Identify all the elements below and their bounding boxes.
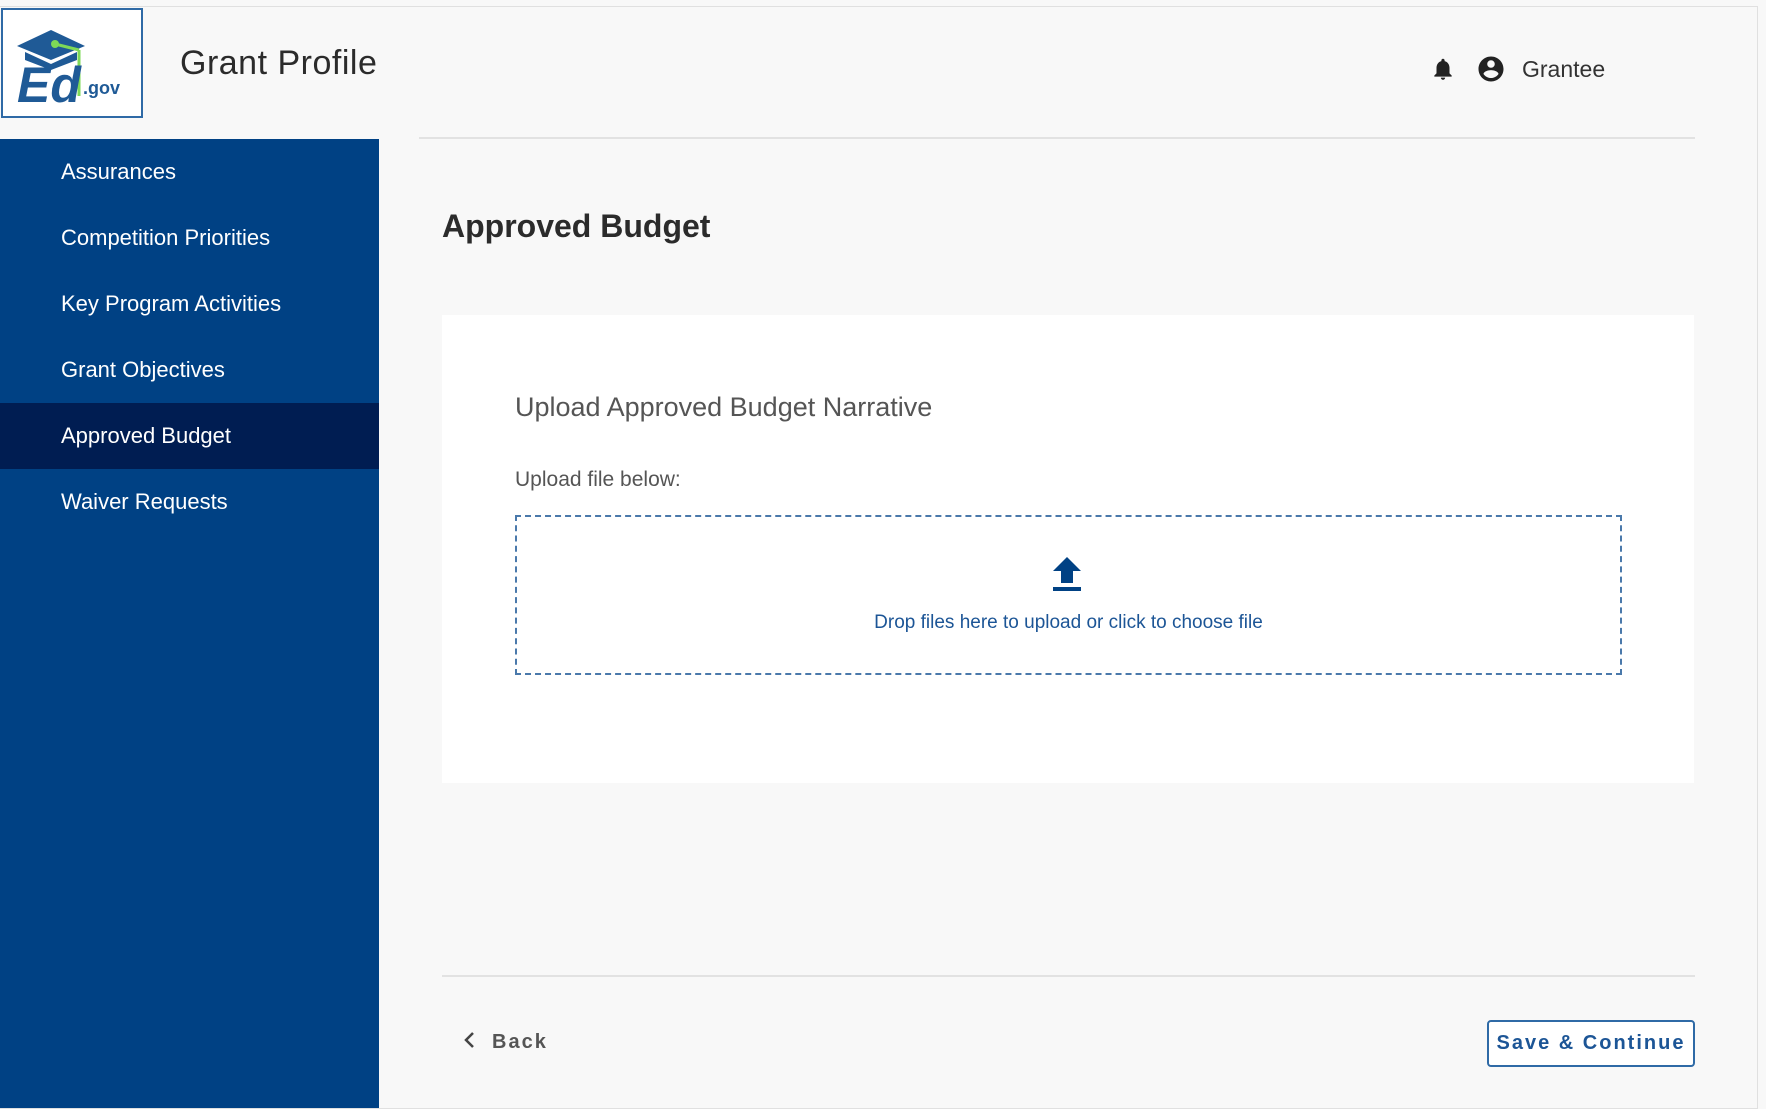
svg-text:.gov: .gov — [83, 78, 120, 98]
back-button[interactable]: Back — [462, 1030, 548, 1055]
sidebar-item-grant-objectives[interactable]: Grant Objectives — [61, 357, 225, 382]
dropzone-text[interactable]: Drop files here to upload or click to ch… — [874, 612, 1263, 633]
sidebar: Assurances Competition Priorities Key Pr… — [0, 139, 379, 1108]
user-name[interactable]: Grantee — [1522, 55, 1606, 82]
chevron-left-icon — [462, 1030, 476, 1055]
sidebar-item-approved-budget[interactable]: Approved Budget — [0, 403, 379, 469]
page-title: Approved Budget — [442, 208, 711, 244]
sidebar-item-key-program-activities[interactable]: Key Program Activities — [61, 291, 282, 316]
upload-card: Upload Approved Budget Narrative Upload … — [442, 315, 1694, 783]
sidebar-item-assurances[interactable]: Assurances — [61, 159, 176, 184]
svg-text:Ed: Ed — [17, 57, 82, 113]
sidebar-item-competition-priorities[interactable]: Competition Priorities — [61, 225, 271, 250]
header-divider — [419, 137, 1695, 139]
upload-icon — [1051, 557, 1083, 598]
account-circle-icon[interactable] — [1476, 54, 1506, 84]
save-continue-button[interactable]: Save & Continue — [1487, 1020, 1695, 1067]
sidebar-item-waiver-requests[interactable]: Waiver Requests — [61, 489, 228, 514]
user-area: Grantee — [1430, 54, 1605, 84]
app-title: Grant Profile — [180, 44, 378, 82]
file-dropzone[interactable]: Drop files here to upload or click to ch… — [515, 515, 1622, 675]
footer-divider — [442, 975, 1695, 977]
card-title: Upload Approved Budget Narrative — [515, 392, 933, 422]
back-label: Back — [492, 1031, 548, 1053]
upload-label: Upload file below: — [515, 468, 681, 491]
ed-gov-logo[interactable]: Ed .gov — [1, 8, 143, 118]
bell-icon[interactable] — [1430, 55, 1456, 83]
